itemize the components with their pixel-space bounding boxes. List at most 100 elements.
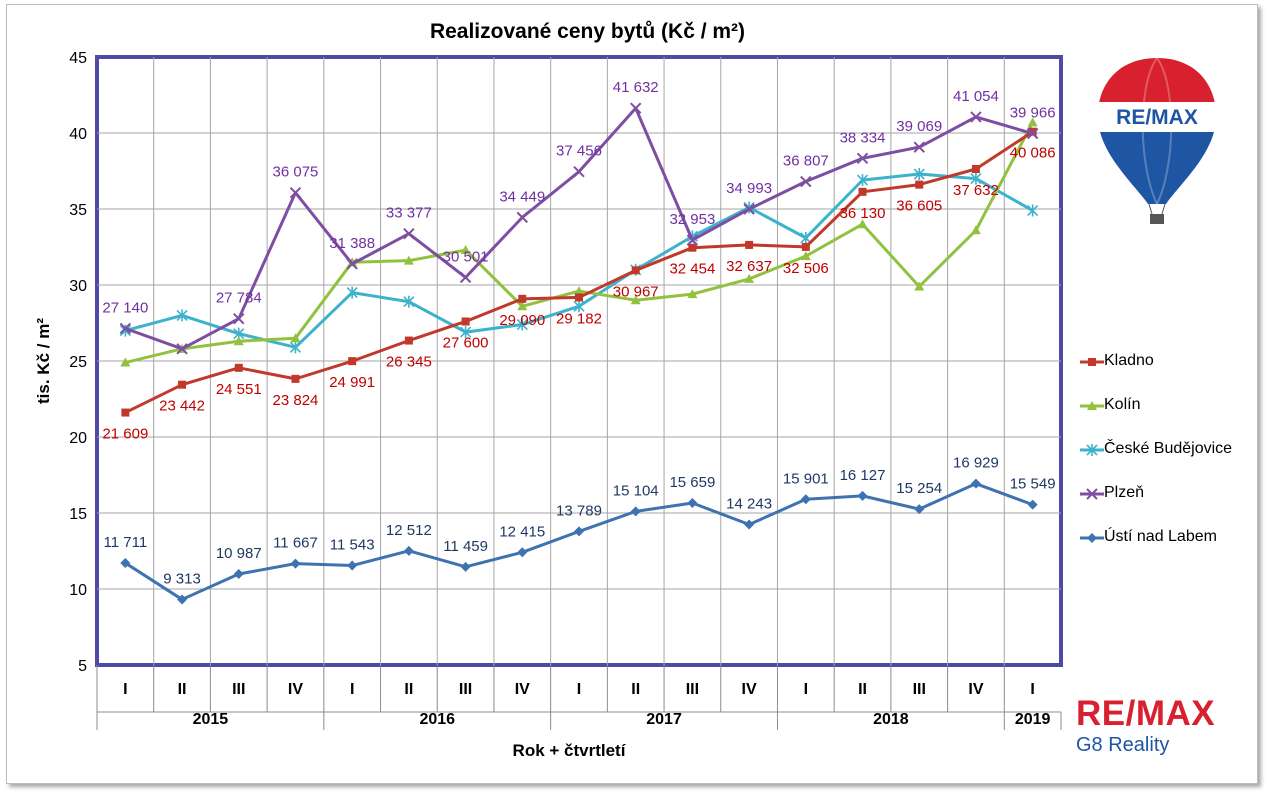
data-label-plzen: 41 632 bbox=[613, 79, 659, 96]
x-tick-label: IV bbox=[742, 681, 757, 698]
data-point-kolin bbox=[403, 255, 414, 265]
data-label-plzen: 33 377 bbox=[386, 205, 432, 222]
data-label-kladno: 40 086 bbox=[1010, 145, 1056, 162]
x-tick-label: III bbox=[232, 681, 245, 698]
data-point-usti-nad-labem bbox=[744, 519, 755, 530]
data-point-kladno bbox=[404, 336, 413, 345]
remax-balloon-logo: RE/MAX bbox=[1094, 54, 1220, 230]
data-label-plzen: 36 807 bbox=[783, 153, 829, 170]
x-tick-label: III bbox=[686, 681, 699, 698]
remax-g8-brand: RE/MAX G8 Reality bbox=[1076, 695, 1215, 757]
data-label-kladno: 21 609 bbox=[102, 426, 148, 443]
data-label-kladno: 27 600 bbox=[443, 334, 489, 351]
legend-swatch-marker bbox=[1087, 533, 1097, 543]
data-point-plzen bbox=[289, 186, 302, 199]
data-point-ceske-budejovice bbox=[403, 295, 415, 308]
data-label-kladno: 36 605 bbox=[896, 198, 942, 215]
legend-label: Kladno bbox=[1104, 352, 1154, 369]
x-tick-label: I bbox=[350, 681, 354, 698]
data-point-usti-nad-labem bbox=[403, 545, 414, 556]
data-point-kladno bbox=[915, 180, 924, 189]
y-tick-label: 40 bbox=[69, 126, 87, 143]
x-tick-label: III bbox=[459, 681, 472, 698]
data-label-plzen: 39 966 bbox=[1010, 105, 1056, 122]
year-label: 2016 bbox=[419, 711, 455, 728]
x-tick-label: II bbox=[858, 681, 867, 698]
data-point-kolin bbox=[233, 336, 244, 346]
data-label-kladno: 32 506 bbox=[783, 260, 829, 277]
data-label-kladno: 30 967 bbox=[613, 283, 659, 300]
data-point-kladno bbox=[121, 408, 130, 417]
legend-swatch-usti-nad-labem bbox=[1080, 533, 1104, 543]
x-tick-label: I bbox=[804, 681, 808, 698]
data-label-plzen: 27 140 bbox=[102, 299, 148, 316]
data-point-ceske-budejovice bbox=[289, 341, 302, 354]
data-label-usti-nad-labem: 11 543 bbox=[330, 537, 375, 554]
data-point-kladno bbox=[234, 363, 243, 372]
data-point-kladno bbox=[971, 164, 980, 173]
data-point-kolin bbox=[914, 281, 925, 291]
data-label-plzen: 38 334 bbox=[840, 129, 886, 146]
data-point-usti-nad-labem bbox=[630, 506, 641, 517]
data-label-kladno: 24 551 bbox=[216, 381, 262, 398]
data-point-usti-nad-labem bbox=[857, 490, 868, 501]
x-tick-label: II bbox=[404, 681, 413, 698]
data-point-usti-nad-labem bbox=[574, 526, 584, 537]
year-label: 2018 bbox=[873, 711, 909, 728]
data-point-plzen bbox=[403, 227, 415, 240]
data-point-kladno bbox=[178, 380, 187, 389]
data-point-ceske-budejovice bbox=[460, 326, 472, 339]
data-point-ceske-budejovice bbox=[913, 168, 925, 181]
legend-label: Ústí nad Labem bbox=[1104, 528, 1217, 545]
data-point-usti-nad-labem bbox=[517, 547, 528, 558]
data-label-usti-nad-labem: 15 901 bbox=[783, 470, 829, 487]
legend-label: Plzeň bbox=[1104, 484, 1145, 501]
data-point-ceske-budejovice bbox=[856, 174, 869, 187]
data-label-plzen: 41 054 bbox=[953, 88, 999, 105]
data-label-kladno: 36 130 bbox=[840, 205, 886, 222]
data-label-usti-nad-labem: 11 667 bbox=[273, 535, 318, 552]
data-label-plzen: 31 388 bbox=[329, 235, 375, 252]
data-label-kladno: 23 442 bbox=[159, 398, 205, 415]
data-point-kladno bbox=[1028, 127, 1037, 136]
data-point-plzen bbox=[743, 203, 755, 215]
x-tick-label: IV bbox=[288, 681, 303, 698]
data-point-usti-nad-labem bbox=[347, 560, 358, 571]
data-point-kladno bbox=[631, 266, 640, 275]
data-label-usti-nad-labem: 10 987 bbox=[216, 545, 262, 562]
data-label-usti-nad-labem: 9 313 bbox=[163, 570, 201, 587]
data-point-kolin bbox=[517, 301, 528, 311]
data-point-kladno bbox=[801, 242, 810, 251]
x-tick-label: I bbox=[577, 681, 581, 698]
data-point-ceske-budejovice bbox=[970, 172, 982, 185]
data-point-kladno bbox=[461, 317, 470, 326]
y-tick-label: 25 bbox=[69, 354, 87, 371]
data-point-kladno bbox=[575, 293, 583, 302]
data-point-kolin bbox=[630, 295, 641, 305]
data-point-kladno bbox=[348, 357, 357, 366]
data-point-ceske-budejovice bbox=[573, 300, 585, 313]
x-tick-label: I bbox=[123, 681, 127, 698]
data-point-plzen bbox=[346, 258, 358, 270]
data-label-plzen: 36 075 bbox=[273, 164, 319, 181]
data-point-kolin bbox=[120, 357, 131, 367]
data-point-kladno bbox=[518, 294, 527, 303]
data-label-kladno: 32 637 bbox=[726, 258, 772, 275]
y-tick-label: 45 bbox=[69, 50, 87, 67]
y-tick-label: 15 bbox=[69, 506, 87, 523]
y-tick-label: 35 bbox=[69, 202, 87, 219]
data-point-kladno bbox=[291, 374, 300, 383]
data-label-usti-nad-labem: 11 711 bbox=[104, 534, 148, 551]
data-point-plzen bbox=[970, 111, 982, 123]
data-label-usti-nad-labem: 12 512 bbox=[386, 522, 432, 539]
data-label-usti-nad-labem: 12 415 bbox=[499, 523, 545, 540]
data-point-usti-nad-labem bbox=[290, 558, 301, 569]
brand-logo-text: RE/MAX bbox=[1076, 694, 1216, 733]
data-point-plzen bbox=[913, 141, 925, 153]
data-point-ceske-budejovice bbox=[800, 231, 812, 244]
data-point-kolin bbox=[290, 333, 301, 343]
data-point-ceske-budejovice bbox=[176, 309, 188, 322]
x-tick-label: III bbox=[913, 681, 926, 698]
legend-swatch-marker bbox=[1086, 444, 1098, 456]
